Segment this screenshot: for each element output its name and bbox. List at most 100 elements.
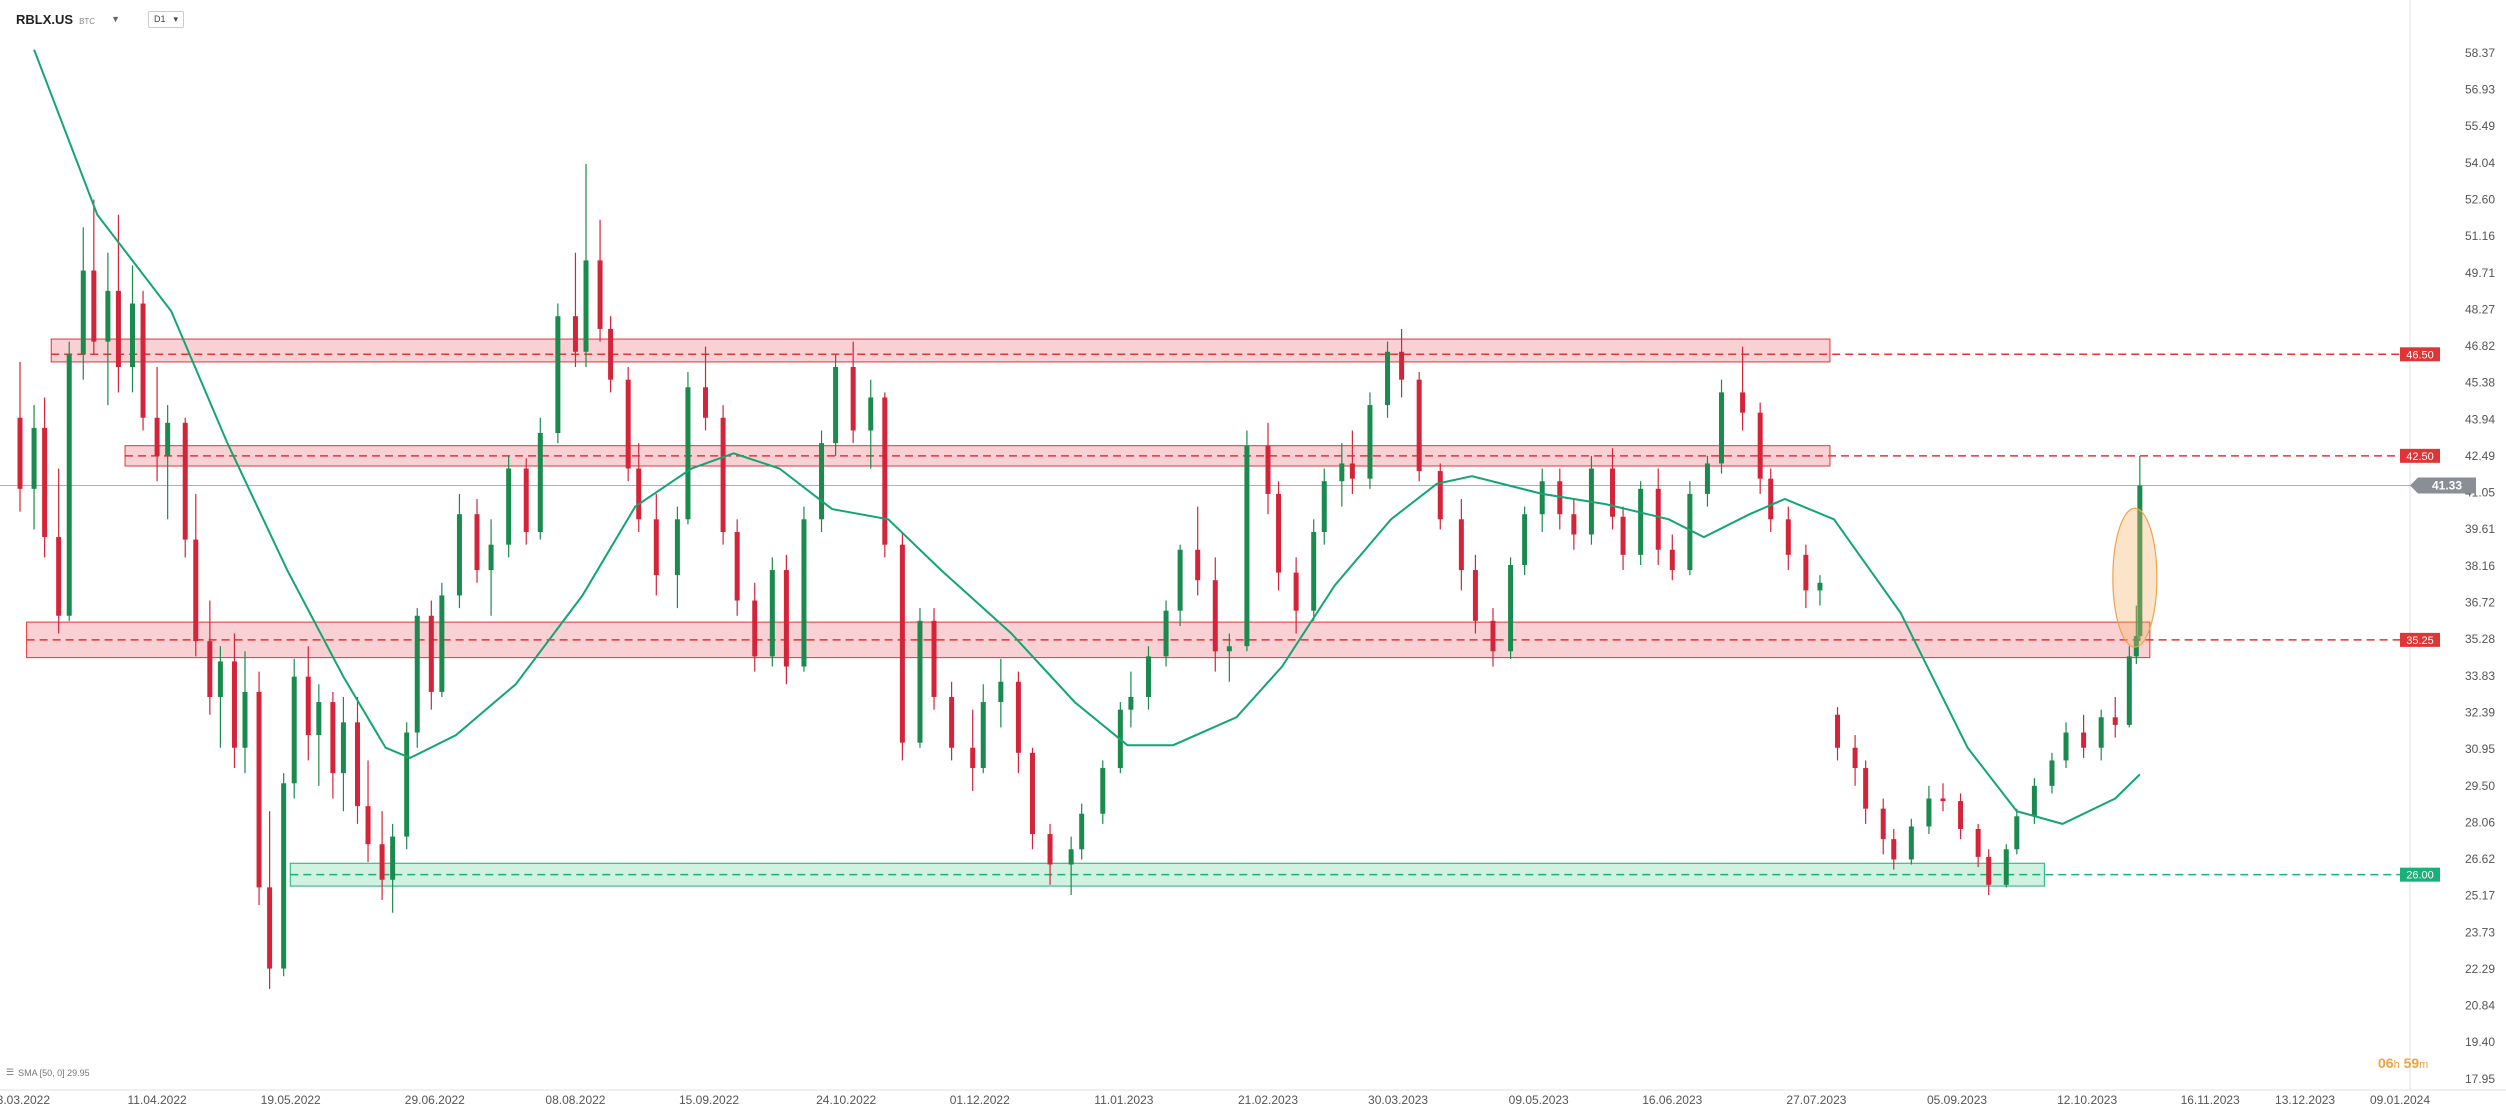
candle-body xyxy=(2133,636,2139,657)
y-tick-label: 51.16 xyxy=(2465,229,2495,243)
candle-body xyxy=(1908,826,1914,860)
candle-body xyxy=(1293,572,1299,611)
candle-body xyxy=(720,417,726,532)
y-tick-label: 43.94 xyxy=(2465,412,2495,426)
candle-body xyxy=(1100,768,1106,814)
candle-body xyxy=(1128,696,1134,710)
x-tick-label: 12.10.2023 xyxy=(2057,1093,2117,1107)
y-tick-label: 29.50 xyxy=(2465,779,2495,793)
candle-body xyxy=(267,887,273,969)
y-tick-label: 32.39 xyxy=(2465,705,2495,719)
y-tick-label: 48.27 xyxy=(2465,302,2495,316)
x-tick-label: 13.12.2023 xyxy=(2275,1093,2335,1107)
candle-body xyxy=(115,290,121,367)
candle-body xyxy=(17,417,23,489)
candle-body xyxy=(256,691,262,888)
candle-body xyxy=(31,427,37,489)
x-tick-label: 27.07.2023 xyxy=(1786,1093,1846,1107)
y-tick-label: 22.29 xyxy=(2465,962,2495,976)
candle-body xyxy=(66,354,72,616)
y-tick-label: 52.60 xyxy=(2465,192,2495,206)
candle-body xyxy=(1399,351,1405,380)
symbol-name[interactable]: RBLX.US xyxy=(16,11,74,27)
candle-body xyxy=(390,836,396,880)
candle-body xyxy=(365,806,371,845)
candle-body xyxy=(523,468,529,532)
candle-body xyxy=(1803,554,1809,591)
level-price-label: 46.50 xyxy=(2406,349,2434,361)
candle-body xyxy=(1244,445,1250,647)
current-price-tag xyxy=(2410,477,2476,494)
candle-body xyxy=(1757,412,1763,479)
timeframe-select[interactable]: D1 ▾ xyxy=(147,10,185,28)
candle-body xyxy=(207,641,213,697)
candle-body xyxy=(1522,514,1528,565)
candle-body xyxy=(2081,732,2087,748)
x-tick-label: 09.01.2024 xyxy=(2370,1093,2430,1107)
candle-body xyxy=(379,844,385,880)
candle-body xyxy=(980,702,986,769)
candle-body xyxy=(474,514,480,571)
candle-body xyxy=(1687,493,1693,571)
candle-body xyxy=(703,387,709,418)
candle-body xyxy=(154,417,160,456)
y-tick-label: 28.06 xyxy=(2465,815,2495,829)
candle-body xyxy=(537,432,543,532)
candle-body xyxy=(1863,768,1869,809)
candle-body xyxy=(1367,405,1373,479)
candle-body xyxy=(819,443,825,520)
level-price-label: 26.00 xyxy=(2406,870,2434,882)
candle-body xyxy=(488,544,494,571)
candle-body xyxy=(1880,808,1886,840)
y-tick-label: 20.84 xyxy=(2465,999,2495,1013)
candle-body xyxy=(1655,488,1661,550)
x-tick-label: 11.04.2022 xyxy=(128,1093,187,1107)
candle-body xyxy=(140,303,146,418)
candle-body xyxy=(1940,798,1946,802)
candle-body xyxy=(217,661,223,697)
candle-body xyxy=(882,397,888,545)
current-price-label: 41.33 xyxy=(2432,479,2462,493)
candle-body xyxy=(674,519,680,576)
candle-body xyxy=(769,570,775,657)
y-tick-label: 17.95 xyxy=(2465,1072,2495,1086)
candle-body xyxy=(1768,478,1774,520)
candle-body xyxy=(42,427,48,538)
candle-body xyxy=(597,260,603,329)
caret-down-icon[interactable]: ▼ xyxy=(111,14,120,24)
candle-body xyxy=(165,422,171,456)
y-tick-label: 54.04 xyxy=(2465,156,2495,170)
y-tick-label: 33.83 xyxy=(2465,669,2495,683)
candle-body xyxy=(1163,610,1169,657)
candle-body xyxy=(1177,549,1183,611)
level-price-label: 42.50 xyxy=(2406,451,2434,463)
candle-body xyxy=(305,676,311,736)
candle-body xyxy=(1145,656,1151,697)
candle-body xyxy=(1785,519,1791,555)
highlight-ellipse xyxy=(2112,507,2158,648)
level-price-tag xyxy=(2400,347,2440,362)
sma-legend[interactable]: ☰ SMA [50, 0] 29.95 xyxy=(6,1067,90,1078)
timer-minutes-unit: m xyxy=(2419,1059,2429,1071)
timer-hours-unit: h xyxy=(2393,1059,2400,1071)
candle-body xyxy=(1620,516,1626,555)
level-price-tag xyxy=(2400,867,2440,882)
sma-line xyxy=(33,49,2141,825)
candle-body xyxy=(572,316,578,352)
level-price-tag xyxy=(2400,632,2440,647)
y-tick-label: 45.38 xyxy=(2465,376,2495,390)
timer-minutes: 59 xyxy=(2403,1055,2420,1071)
candle-body xyxy=(734,531,740,601)
candle-body xyxy=(608,328,614,380)
x-tick-label: 19.05.2022 xyxy=(261,1093,321,1107)
y-tick-label: 56.93 xyxy=(2465,83,2495,97)
candle-body xyxy=(1265,445,1271,494)
y-tick-label: 42.49 xyxy=(2465,449,2495,463)
candle-body xyxy=(949,696,955,748)
y-tick-label: 38.16 xyxy=(2465,559,2495,573)
x-tick-label: 01.12.2022 xyxy=(950,1093,1010,1107)
candle-body xyxy=(242,691,248,748)
candle-body xyxy=(428,615,434,692)
candle-body xyxy=(1508,564,1514,652)
